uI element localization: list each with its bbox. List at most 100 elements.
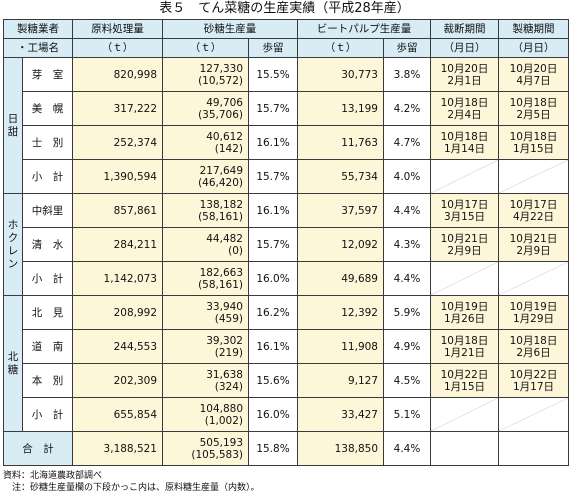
sugar-amount-line1: 39,302 xyxy=(206,334,243,347)
header-mfg-unit: （月日） xyxy=(498,38,569,58)
sugar-yield: 15.5% xyxy=(248,57,298,92)
total-mfg-blank xyxy=(498,431,569,466)
table-row: 小 計 1,390,594 217,649 (46,420) 15.7% 55,734 4.… xyxy=(4,159,569,194)
harvest-period: 10月19日 1月26日 xyxy=(430,295,499,330)
sugar-amount-line1: 217,649 xyxy=(199,164,243,177)
sugar-amount-line1: 40,612 xyxy=(206,130,243,143)
sugar-yield: 16.0% xyxy=(248,397,298,432)
mfg-period: 10月22日 1月17日 xyxy=(498,363,569,398)
sugar-amount-line1: 33,940 xyxy=(206,300,243,313)
header-sugar-yield: 歩留 xyxy=(248,38,298,58)
header-row-2: ・工場名 （ｔ） （ｔ） 歩留 （ｔ） 歩留 （月日） （月日） xyxy=(3,38,569,58)
table-title: 表５ てん菜糖の生産実績（平成28年産） xyxy=(159,1,410,16)
total-sugar: 505,193 (105,583) xyxy=(162,431,249,466)
harvest-period-line2: 1月15日 xyxy=(443,380,486,393)
header-sugar: 砂糖生産量 xyxy=(162,19,298,39)
sugar-amount-line1: 104,880 xyxy=(199,402,243,415)
sugar-amount: 31,638 (324) xyxy=(162,363,249,398)
pulp-yield: 4.4% xyxy=(383,193,431,228)
raw-amount: 1,390,594 xyxy=(72,159,163,194)
sugar-amount-line2: (1,002) xyxy=(204,414,243,427)
table-row: 小 計 655,854 104,880 (1,002) 16.0% 33,427 5.1% xyxy=(4,397,569,432)
mfg-period: 10月18日 2月5日 xyxy=(498,91,569,126)
mfg-period: 10月18日 2月6日 xyxy=(498,329,569,364)
footnote: 注：砂糖生産量欄の下段かっこ内は、原料糖生産量（内数）。 xyxy=(3,483,260,493)
sugar-yield: 16.1% xyxy=(248,125,298,160)
harvest-period-line1: 10月18日 xyxy=(440,334,489,347)
header-pulp: ビートパルプ生産量 xyxy=(297,19,431,39)
mfg-period-line2: 4月22日 xyxy=(512,210,555,223)
mfg-period: 10月21日 2月9日 xyxy=(498,227,569,262)
sugar-amount: 217,649 (46,420) xyxy=(162,159,249,194)
source-note: 資料：北海道農政部調べ xyxy=(3,471,103,481)
raw-amount: 655,854 xyxy=(72,397,163,432)
harvest-period-line1: 10月20日 xyxy=(440,62,489,75)
total-sugar-line1: 505,193 xyxy=(199,436,243,449)
sugar-amount-line2: (46,420) xyxy=(198,176,243,189)
pulp-yield: 5.9% xyxy=(383,295,431,330)
pulp-amount: 9,127 xyxy=(297,363,384,398)
table-row: 北糖北 見 208,992 33,940 (459) 16.2% 12,392 5.9% 10… xyxy=(3,295,569,432)
mfg-period-line2: 2月9日 xyxy=(516,244,551,257)
pulp-yield: 4.3% xyxy=(383,227,431,262)
raw-amount: 1,142,073 xyxy=(72,261,163,296)
harvest-period-line2: 2月4日 xyxy=(447,108,482,121)
pulp-yield: 4.9% xyxy=(383,329,431,364)
mfg-period: 10月17日 4月22日 xyxy=(498,193,569,228)
mfg-period-line2: 1月15日 xyxy=(512,142,555,155)
header-raw: 原料処理量 xyxy=(72,19,163,39)
pulp-amount: 30,773 xyxy=(297,57,384,92)
factory-name: 士 別 xyxy=(22,125,73,160)
table-row: 小 計 1,142,073 182,663 (58,161) 16.0% 49,689 4.… xyxy=(4,261,569,296)
factory-name: 道 南 xyxy=(22,329,73,364)
sugar-amount-line2: (58,161) xyxy=(198,278,243,291)
total-sugar-yield: 15.8% xyxy=(248,431,298,466)
total-raw: 3,188,521 xyxy=(72,431,163,466)
total-harvest-blank xyxy=(430,431,499,466)
total-row: 合 計 3,188,521 505,193 (105,583) 15.8% 138,850… xyxy=(3,431,569,466)
harvest-period-line1: 10月21日 xyxy=(440,232,489,245)
sugar-production-table: 製糖業者 原料処理量 砂糖生産量 ビートパルプ生産量 裁断期間 製糖期間 ・工場… xyxy=(3,19,569,466)
harvest-period: 10月18日 1月14日 xyxy=(430,125,499,160)
sugar-yield: 15.7% xyxy=(248,159,298,194)
mfg-period-line2: 2月6日 xyxy=(516,346,551,359)
sugar-yield: 15.7% xyxy=(248,227,298,262)
sugar-amount-line1: 44,482 xyxy=(206,232,243,245)
pulp-yield: 5.1% xyxy=(383,397,431,432)
pulp-yield: 4.4% xyxy=(383,261,431,296)
header-harvest-unit: （月日） xyxy=(430,38,499,58)
raw-amount: 202,309 xyxy=(72,363,163,398)
sugar-amount: 182,663 (58,161) xyxy=(162,261,249,296)
mfg-period-empty xyxy=(498,159,569,194)
pulp-amount: 11,908 xyxy=(297,329,384,364)
mfg-period-line2: 2月5日 xyxy=(516,108,551,121)
harvest-period-line2: 2月1日 xyxy=(447,74,482,87)
pulp-amount: 37,597 xyxy=(297,193,384,228)
table-row: 道 南 244,553 39,302 (219) 16.1% 11,908 4.9% 10月1… xyxy=(4,329,569,364)
header-company: 製糖業者 xyxy=(3,19,73,39)
factory-name: 北 見 xyxy=(22,295,73,330)
pulp-yield: 4.5% xyxy=(383,363,431,398)
mfg-period-line1: 10月18日 xyxy=(509,96,558,109)
header-pulp-yield: 歩留 xyxy=(383,38,431,58)
pulp-yield: 3.8% xyxy=(383,57,431,92)
table-row: 清 水 284,211 44,482 (0) 15.7% 12,092 4.3% 10月21日… xyxy=(4,227,569,262)
raw-amount: 252,374 xyxy=(72,125,163,160)
factory-name: 小 計 xyxy=(22,159,73,194)
mfg-period-line1: 10月18日 xyxy=(509,334,558,347)
header-row-1: 製糖業者 原料処理量 砂糖生産量 ビートパルプ生産量 裁断期間 製糖期間 xyxy=(3,19,569,39)
sugar-amount-line1: 182,663 xyxy=(199,266,243,279)
header-pulp-unit: （ｔ） xyxy=(297,38,384,58)
company-name-cell: 日甜 xyxy=(3,57,23,194)
sugar-yield: 15.7% xyxy=(248,91,298,126)
mfg-period-line2: 1月17日 xyxy=(512,380,555,393)
pulp-yield: 4.0% xyxy=(383,159,431,194)
harvest-period-empty xyxy=(430,397,499,432)
pulp-amount: 55,734 xyxy=(297,159,384,194)
mfg-period: 10月20日 4月7日 xyxy=(498,57,569,92)
harvest-period: 10月20日 2月1日 xyxy=(430,57,499,92)
mfg-period-empty xyxy=(498,397,569,432)
total-pulp: 138,850 xyxy=(297,431,384,466)
harvest-period-line1: 10月19日 xyxy=(440,300,489,313)
raw-amount: 284,211 xyxy=(72,227,163,262)
